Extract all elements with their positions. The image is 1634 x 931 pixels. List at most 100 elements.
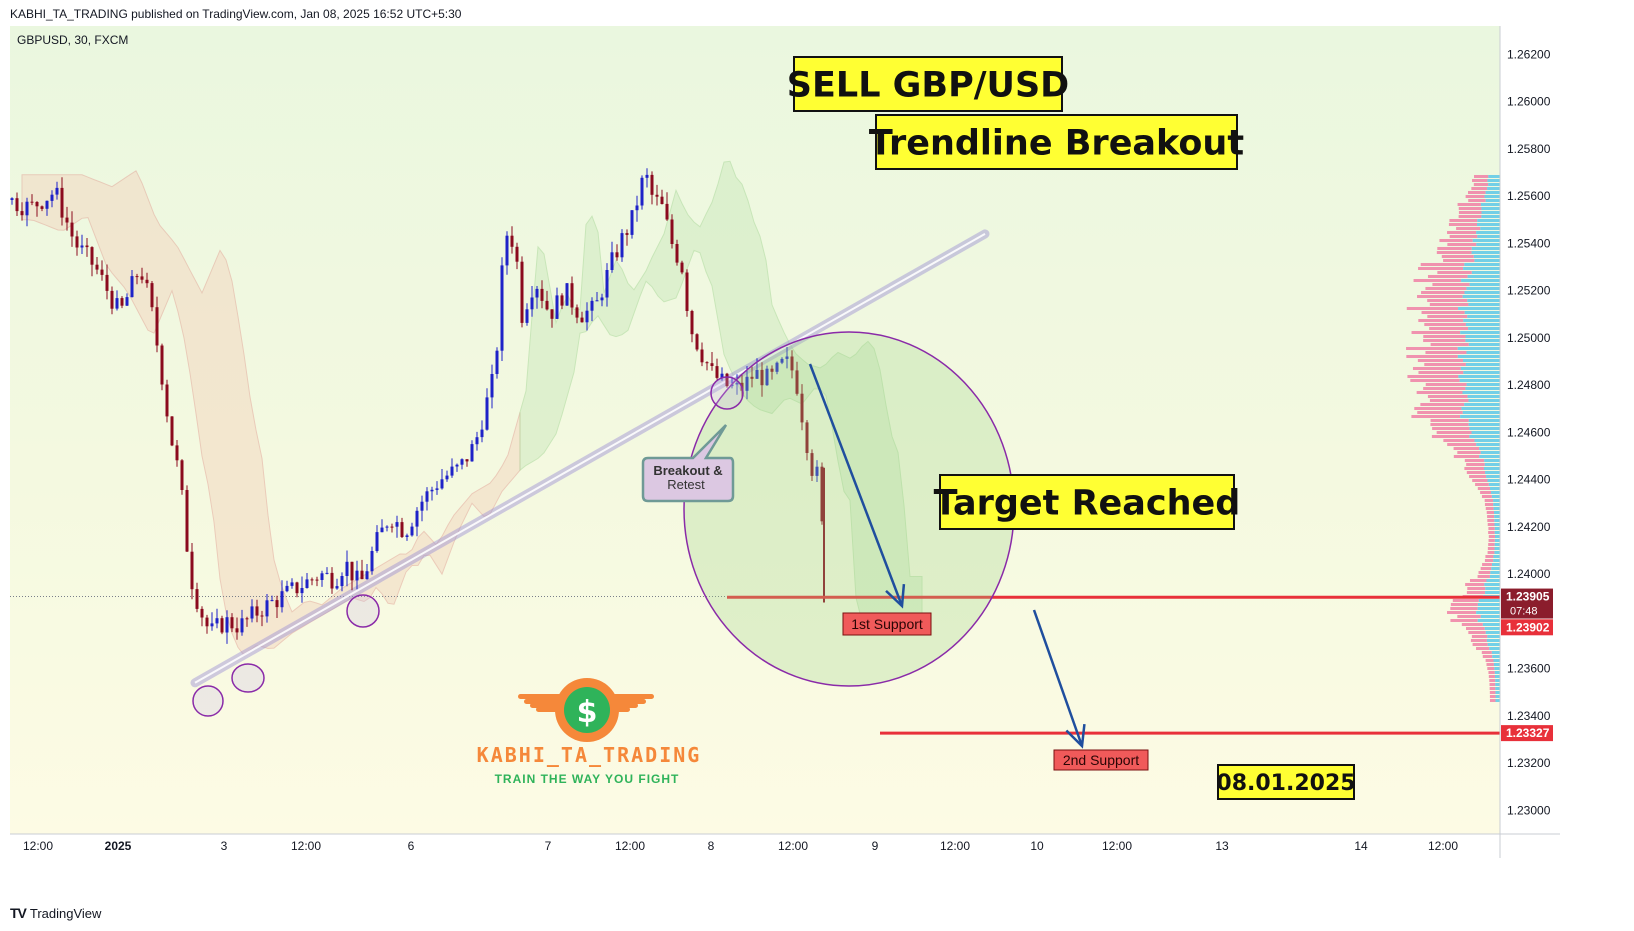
volume-profile <box>1406 175 1500 702</box>
tradingview-footer[interactable]: TV TradingView <box>10 905 101 921</box>
volume-bar-buy <box>1485 471 1500 474</box>
volume-bar-buy <box>1476 231 1500 234</box>
volume-bar-buy <box>1484 463 1500 466</box>
candle-body <box>480 429 484 438</box>
volume-bar-buy <box>1480 451 1500 454</box>
candle-body <box>710 363 714 366</box>
volume-bar-sell <box>1416 391 1463 394</box>
candle-body <box>155 307 159 346</box>
volume-bar-sell <box>1420 403 1465 406</box>
volume-bar-buy <box>1493 499 1500 502</box>
candle-body <box>530 297 534 310</box>
candle-body <box>770 368 774 372</box>
candle-body <box>515 246 519 262</box>
volume-bar-buy <box>1485 199 1500 202</box>
volume-bar-sell <box>1437 247 1472 250</box>
volume-bar-buy <box>1494 539 1500 542</box>
candle-body <box>385 526 389 528</box>
volume-bar-buy <box>1462 295 1500 298</box>
volume-bar-sell <box>1423 339 1466 342</box>
volume-bar-buy <box>1468 419 1500 422</box>
volume-bar-buy <box>1493 559 1500 562</box>
volume-bar-sell <box>1480 567 1492 570</box>
candle-body <box>40 206 44 209</box>
arrow-to-support1-head <box>885 583 906 609</box>
y-tick-label: 1.23600 <box>1507 662 1551 676</box>
volume-bar-buy <box>1458 307 1500 310</box>
volume-bar-sell <box>1489 691 1496 694</box>
volume-bar-buy <box>1467 299 1500 302</box>
volume-bar-sell <box>1488 543 1495 546</box>
volume-bar-buy <box>1485 587 1500 590</box>
volume-bar-sell <box>1443 439 1475 442</box>
volume-bar-sell <box>1423 335 1466 338</box>
candle-body <box>300 588 304 594</box>
volume-bar-buy <box>1465 363 1500 366</box>
volume-bar-buy <box>1493 555 1500 558</box>
volume-bar-buy <box>1467 395 1500 398</box>
volume-bar-sell <box>1447 243 1477 246</box>
y-tick-label: 1.24400 <box>1507 473 1551 487</box>
arrow-to-support2-head <box>1065 723 1086 749</box>
volume-bar-buy <box>1490 571 1500 574</box>
axes: 1.26200 1.26000 1.25800 1.25600 1.25400 1.252… <box>10 26 1560 858</box>
volume-bar-sell <box>1458 207 1482 210</box>
volume-bar-sell <box>1413 279 1462 282</box>
candle-body <box>535 288 539 298</box>
candle-body <box>760 369 764 386</box>
volume-bar-sell <box>1487 515 1495 518</box>
touch-point-circle <box>192 685 224 717</box>
candle-body <box>210 623 214 627</box>
volume-bar-buy <box>1474 259 1500 262</box>
volume-bar-buy <box>1488 483 1500 486</box>
candle-body <box>500 265 504 351</box>
volume-bar-sell <box>1417 411 1463 414</box>
volume-bar-sell <box>1423 387 1466 390</box>
volume-bar-sell <box>1457 203 1481 206</box>
volume-bar-sell <box>1484 503 1494 506</box>
volume-bar-sell <box>1489 679 1496 682</box>
volume-bar-buy <box>1489 575 1500 578</box>
candle-body <box>250 606 254 619</box>
support1-label-box <box>842 612 932 636</box>
touch-point-circle <box>346 594 380 628</box>
volume-bar-buy <box>1462 391 1500 394</box>
candle-body <box>195 589 199 609</box>
volume-bar-sell <box>1484 559 1494 562</box>
x-tick-label: 13 <box>1215 839 1229 853</box>
callout-text-line2: Retest <box>667 477 705 492</box>
candle-body <box>145 279 149 284</box>
volume-bar-buy <box>1487 643 1500 646</box>
candle-body <box>110 290 114 309</box>
candle-body <box>130 276 134 298</box>
candle-body <box>700 349 704 363</box>
candle-body <box>80 245 84 248</box>
volume-bar-buy <box>1493 663 1500 666</box>
candle-body <box>335 586 339 589</box>
volume-bar-buy <box>1491 651 1500 654</box>
volume-bar-sell <box>1406 347 1458 350</box>
volume-bar-sell <box>1412 367 1461 370</box>
volume-bar-buy <box>1476 611 1500 614</box>
volume-bar-buy <box>1477 235 1500 238</box>
candle-body <box>490 374 494 398</box>
volume-bar-sell <box>1414 407 1462 410</box>
volume-bar-sell <box>1427 315 1468 318</box>
volume-bar-sell <box>1488 527 1495 530</box>
candle-body <box>610 252 614 270</box>
volume-bar-sell <box>1488 675 1495 678</box>
candle-body <box>645 174 649 178</box>
candle-body <box>10 198 14 200</box>
candle-body <box>750 376 754 379</box>
candle-body <box>255 606 259 616</box>
y-tick-label: 1.24000 <box>1507 567 1551 581</box>
candle-body <box>220 618 224 633</box>
arrow-to-support2-shaft <box>1032 609 1084 747</box>
tradingview-logo-icon: TV <box>10 905 27 921</box>
volume-bar-sell <box>1421 311 1465 314</box>
support1-tag-bg <box>1501 619 1553 636</box>
candle-body <box>550 309 554 319</box>
candle-body <box>470 444 474 462</box>
volume-bar-sell <box>1418 319 1464 322</box>
